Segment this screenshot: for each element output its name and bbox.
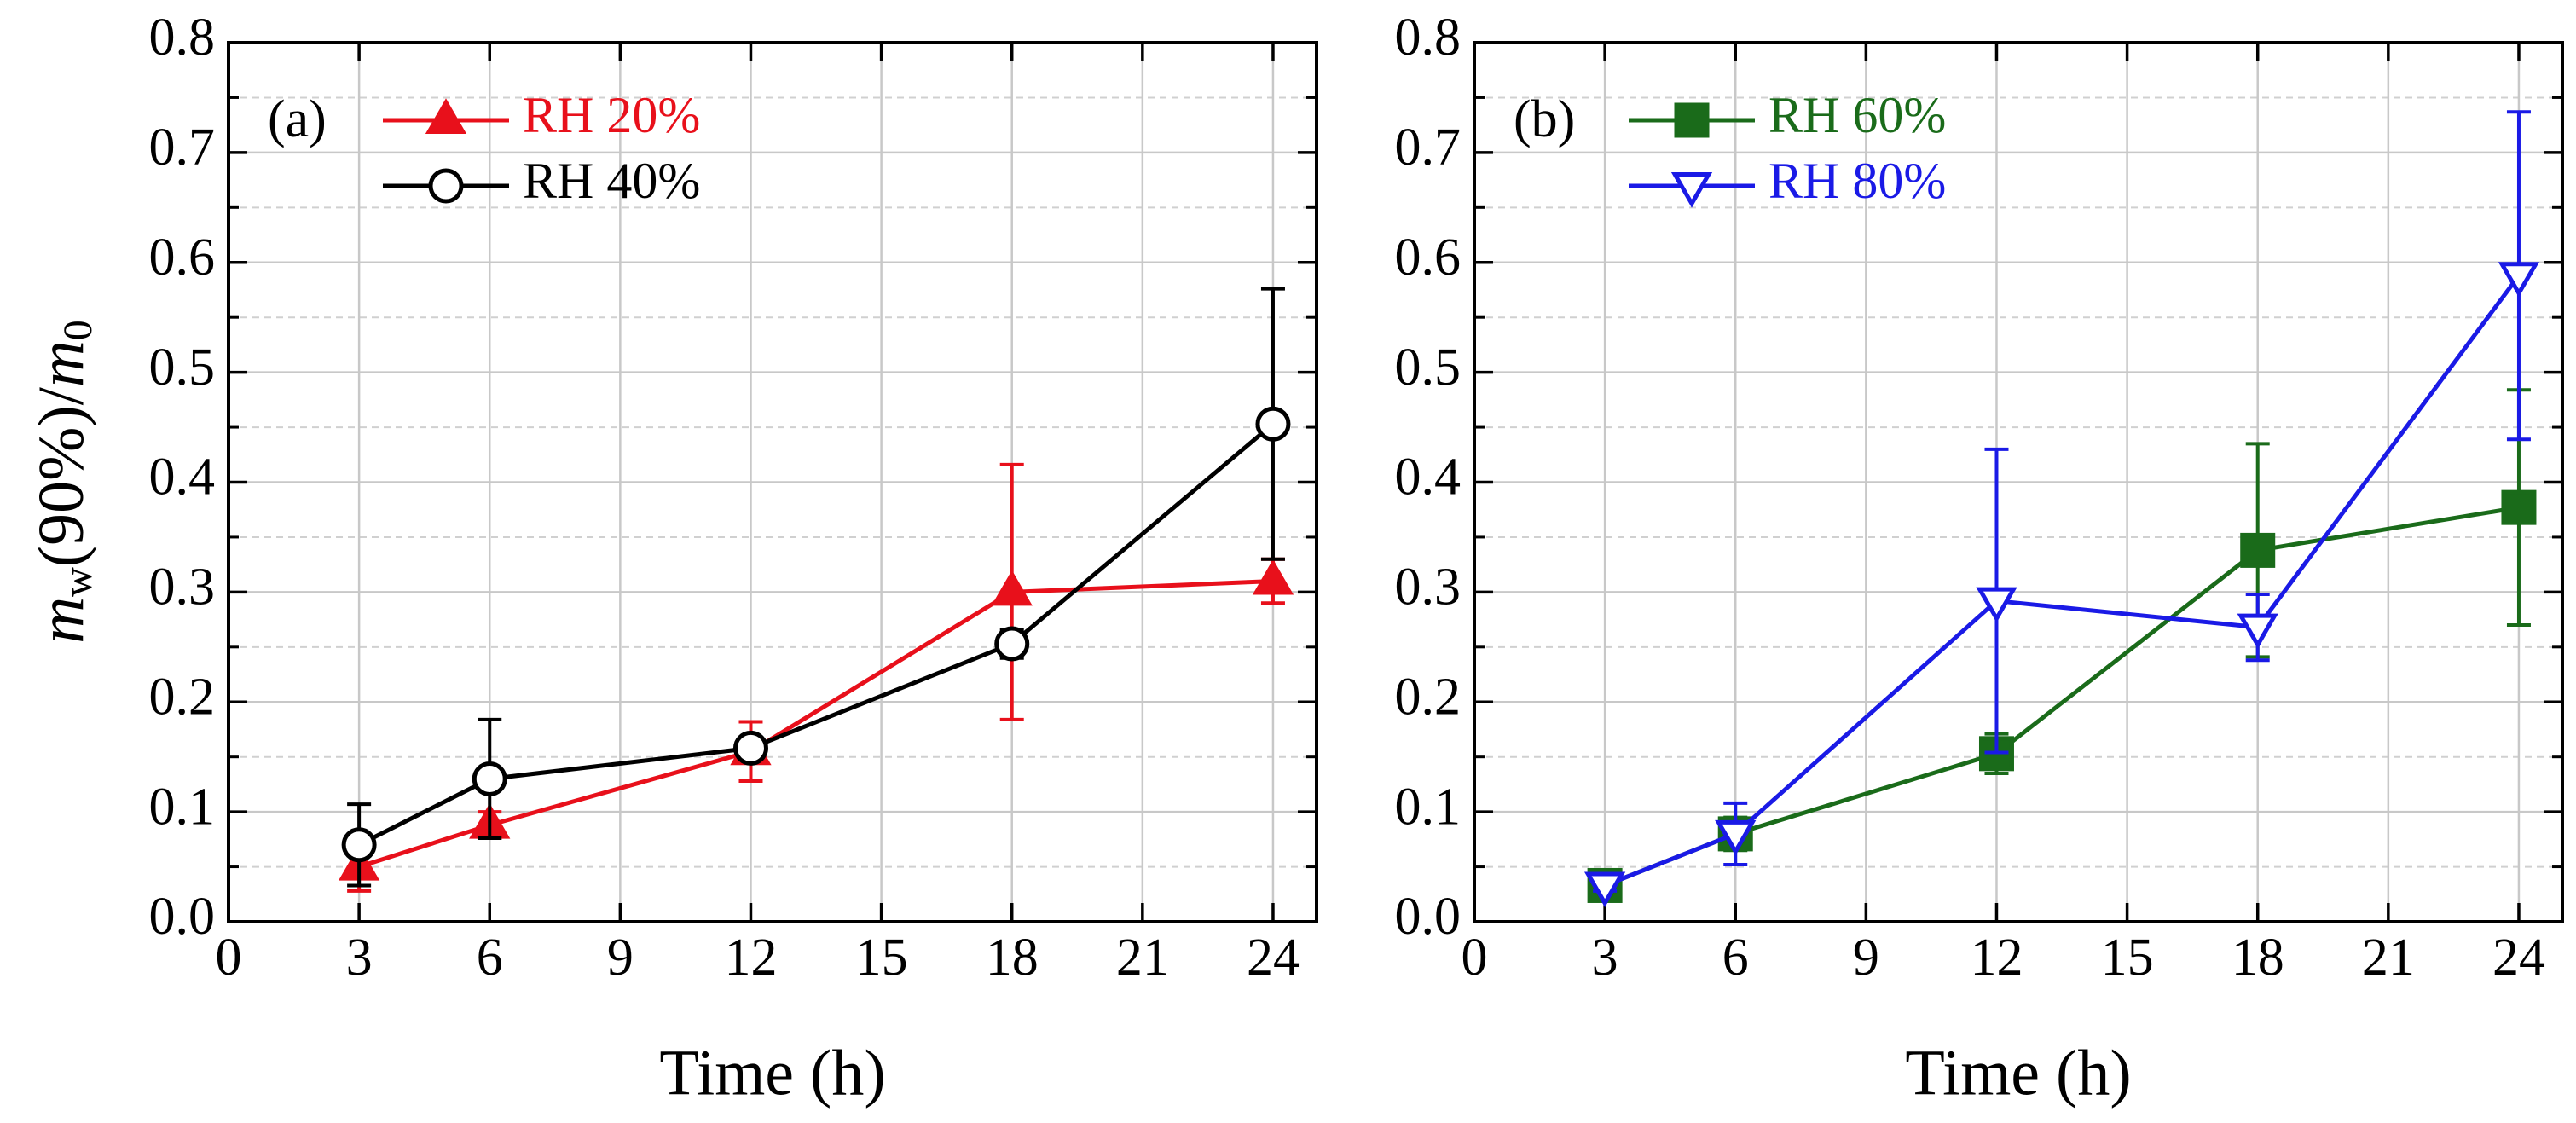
y-tick-label: 0.6 (1395, 229, 1462, 287)
x-axis-title: Time (h) (659, 1037, 885, 1109)
chart-panel: 0.0 0.1 0.2 0.3 0.4 0.5 0.6 0.7 0.8 0 3 6 9 12 15 18 21 2… (26, 9, 1318, 1109)
y-tick-label: 0.1 (1395, 778, 1462, 836)
x-tick-label: 9 (1853, 929, 1879, 987)
marker (732, 730, 768, 766)
y-axis-title-part: 0 (55, 320, 101, 340)
legend-label: RH 40% (523, 153, 700, 209)
panel-label: (b) (1514, 90, 1575, 148)
chart-panel: 0.0 0.1 0.2 0.3 0.4 0.5 0.6 0.7 0.8 0 3 6 9 12 15 18 21 2… (1395, 9, 2564, 1109)
marker (1976, 587, 2017, 623)
y-axis-title-part: (90%)/ (26, 386, 97, 567)
marker (991, 570, 1033, 606)
legend-marker (1674, 102, 1710, 138)
plot-frame (1473, 41, 2564, 923)
legend-marker (425, 98, 467, 134)
x-tick-label: 0 (1462, 929, 1488, 987)
y-tick-label: 0.0 (149, 888, 216, 946)
x-tick-label: 3 (1592, 929, 1618, 987)
x-tick-label: 21 (2362, 929, 2415, 987)
marker (472, 761, 507, 796)
y-tick-label: 0.0 (1395, 888, 1462, 946)
marker (2498, 262, 2540, 298)
y-tick-label: 0.4 (1395, 449, 1462, 507)
y-tick-label: 0.7 (1395, 119, 1462, 177)
y-tick-label: 0.5 (149, 339, 216, 397)
y-tick-label: 0.3 (149, 559, 216, 616)
y-tick-label: 0.8 (149, 9, 216, 67)
x-tick-label: 0 (216, 929, 242, 987)
marker (341, 827, 377, 863)
x-tick-label: 15 (855, 929, 908, 987)
x-tick-label: 21 (1116, 929, 1169, 987)
marker (1252, 559, 1294, 595)
y-tick-label: 0.8 (1395, 9, 1462, 67)
x-tick-label: 24 (2492, 929, 2545, 987)
marker (2240, 532, 2276, 568)
marker (2501, 489, 2537, 525)
panel-label: (a) (268, 90, 327, 148)
x-tick-label: 18 (986, 929, 1039, 987)
x-tick-label: 6 (477, 929, 503, 987)
plot-frame (227, 41, 1318, 923)
legend-marker (1670, 172, 1713, 208)
x-axis-title: Time (h) (1905, 1037, 2131, 1109)
series-line (1604, 274, 2521, 888)
y-tick-label: 0.6 (149, 229, 216, 287)
x-tick-label: 15 (2101, 929, 2154, 987)
x-tick-label: 24 (1247, 929, 1300, 987)
y-axis-title-part: m (26, 597, 97, 644)
y-axis-title: mw(90%)/m0 (26, 320, 101, 644)
y-tick-label: 0.4 (149, 449, 216, 507)
legend-label: RH 60% (1768, 87, 1946, 143)
marker (1583, 871, 1626, 908)
x-tick-label: 18 (2232, 929, 2284, 987)
x-tick-label: 12 (724, 929, 777, 987)
marker (2237, 613, 2278, 650)
marker (1255, 406, 1291, 442)
y-tick-label: 0.2 (149, 668, 216, 726)
marker (1715, 819, 1757, 856)
x-tick-label: 12 (1970, 929, 2023, 987)
x-tick-label: 3 (346, 929, 373, 987)
legend-label: RH 80% (1768, 153, 1946, 209)
y-axis-title-part: m (26, 340, 97, 387)
legend-label: RH 20% (523, 87, 700, 143)
y-tick-label: 0.2 (1395, 668, 1462, 726)
x-tick-label: 6 (1722, 929, 1749, 987)
x-tick-label: 9 (607, 929, 634, 987)
marker (994, 626, 1030, 662)
y-tick-label: 0.5 (1395, 339, 1462, 397)
legend-marker (428, 168, 464, 204)
y-tick-label: 0.3 (1395, 559, 1462, 616)
y-tick-label: 0.1 (149, 778, 216, 836)
y-tick-label: 0.7 (149, 119, 216, 177)
y-axis-title-part: w (55, 567, 101, 597)
